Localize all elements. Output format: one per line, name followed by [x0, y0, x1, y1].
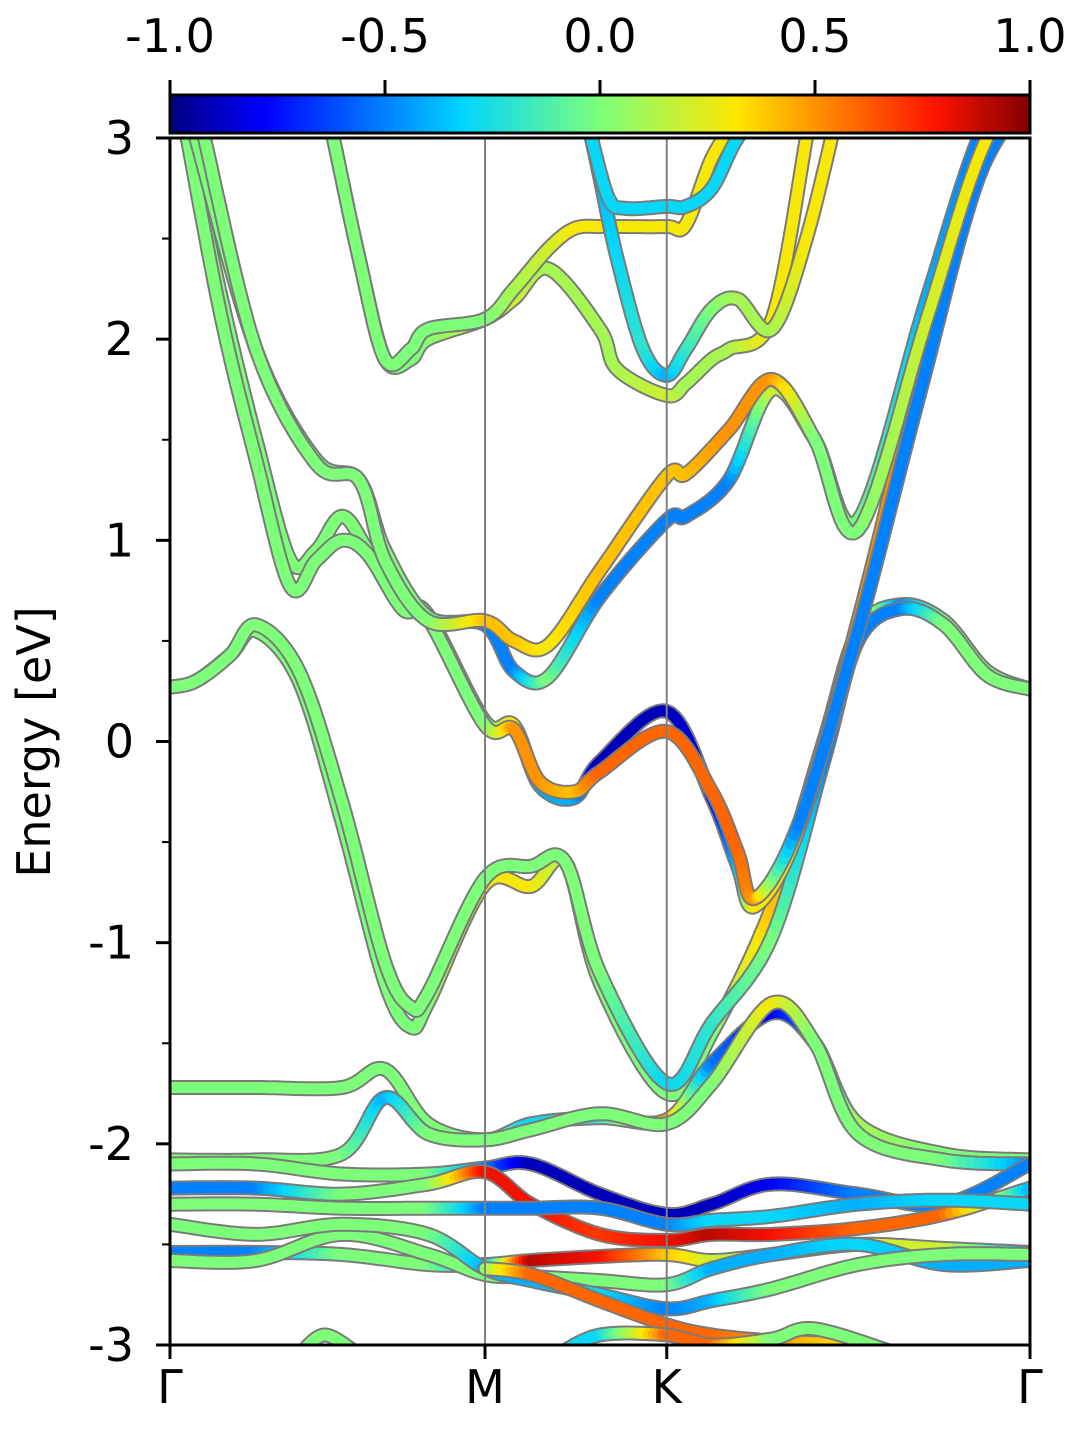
colorbar-tick-label: 0.5	[778, 9, 851, 63]
band-segment	[891, 1352, 894, 1353]
x-tick-label: M	[465, 1360, 505, 1414]
band-segment	[893, 1353, 895, 1354]
band-segment	[1003, 78, 1007, 86]
band-lines	[170, 63, 1030, 1356]
band-segment	[1022, 66, 1025, 71]
band-segment	[865, 1341, 880, 1345]
y-axis: 3 2 1 0 -1 -2 -3	[88, 111, 170, 1372]
band-segment	[999, 85, 1003, 93]
y-tick-label: -2	[88, 1117, 134, 1171]
band-segment	[356, 1353, 358, 1354]
band-segment	[883, 1344, 887, 1345]
band-segment	[563, 1344, 568, 1345]
colorbar-ticks: -1.0 -0.5 0.0 0.5 1.0	[125, 9, 1067, 95]
band-segment	[898, 1354, 900, 1355]
band-5	[196, 66, 1025, 658]
band-segment	[1019, 87, 1022, 91]
band-segment	[344, 1342, 355, 1345]
band-segment	[1012, 84, 1016, 91]
band-segment	[1019, 71, 1022, 77]
colorbar-tick-label: 0.0	[563, 9, 636, 63]
band-segment	[878, 1343, 887, 1345]
band-segment	[559, 1353, 561, 1354]
band-segment	[899, 1355, 901, 1356]
band-segment	[869, 1342, 883, 1345]
band-segment	[563, 1343, 573, 1345]
band-14	[170, 1192, 1030, 1233]
band-segment	[557, 1354, 559, 1355]
y-tick-label: -3	[88, 1318, 134, 1372]
band-segment	[897, 1354, 901, 1355]
colorbar-tick-label: 1.0	[993, 9, 1066, 63]
x-tick-label: Γ	[157, 1360, 183, 1414]
colorbar	[168, 93, 1032, 135]
band-segment	[348, 1344, 355, 1345]
band-segment	[874, 1343, 885, 1345]
colorbar-tick-label: -1.0	[125, 9, 215, 63]
band-segment	[300, 1353, 301, 1354]
band-7	[325, 138, 733, 373]
colorbar-tick-label: -0.5	[340, 9, 430, 63]
band-segment	[1023, 84, 1026, 87]
y-axis-label: Energy [eV]	[7, 606, 61, 877]
band-segment	[893, 1352, 898, 1354]
x-tick-label: Γ	[1017, 1360, 1043, 1414]
band-segment	[1015, 77, 1019, 83]
band-segment	[895, 1354, 897, 1355]
band-10	[170, 1005, 1030, 1168]
band-segment	[300, 1342, 311, 1345]
y-tick-label: 1	[105, 513, 134, 567]
band-segment	[564, 1341, 577, 1345]
y-tick-label: 0	[105, 715, 134, 769]
band-segment	[1007, 70, 1011, 77]
band-segment	[299, 1354, 300, 1355]
band-1	[170, 600, 1030, 1092]
y-tick-label: -1	[88, 916, 134, 970]
band-segment	[358, 1354, 359, 1355]
x-tick-label: K	[652, 1360, 684, 1414]
band-segment	[1012, 63, 1016, 70]
band-segment	[1025, 81, 1028, 84]
band-segment	[888, 1351, 891, 1352]
y-tick-label: 2	[105, 312, 134, 366]
band-outline	[325, 138, 733, 373]
band-segment	[354, 1351, 356, 1353]
band-segment	[561, 1352, 563, 1353]
y-tick-label: 3	[105, 111, 134, 165]
band-segment	[877, 1342, 889, 1345]
band-segment	[888, 1351, 893, 1353]
band-segment	[301, 1351, 302, 1353]
band-segment	[301, 1344, 308, 1345]
band-segment	[869, 1340, 886, 1345]
